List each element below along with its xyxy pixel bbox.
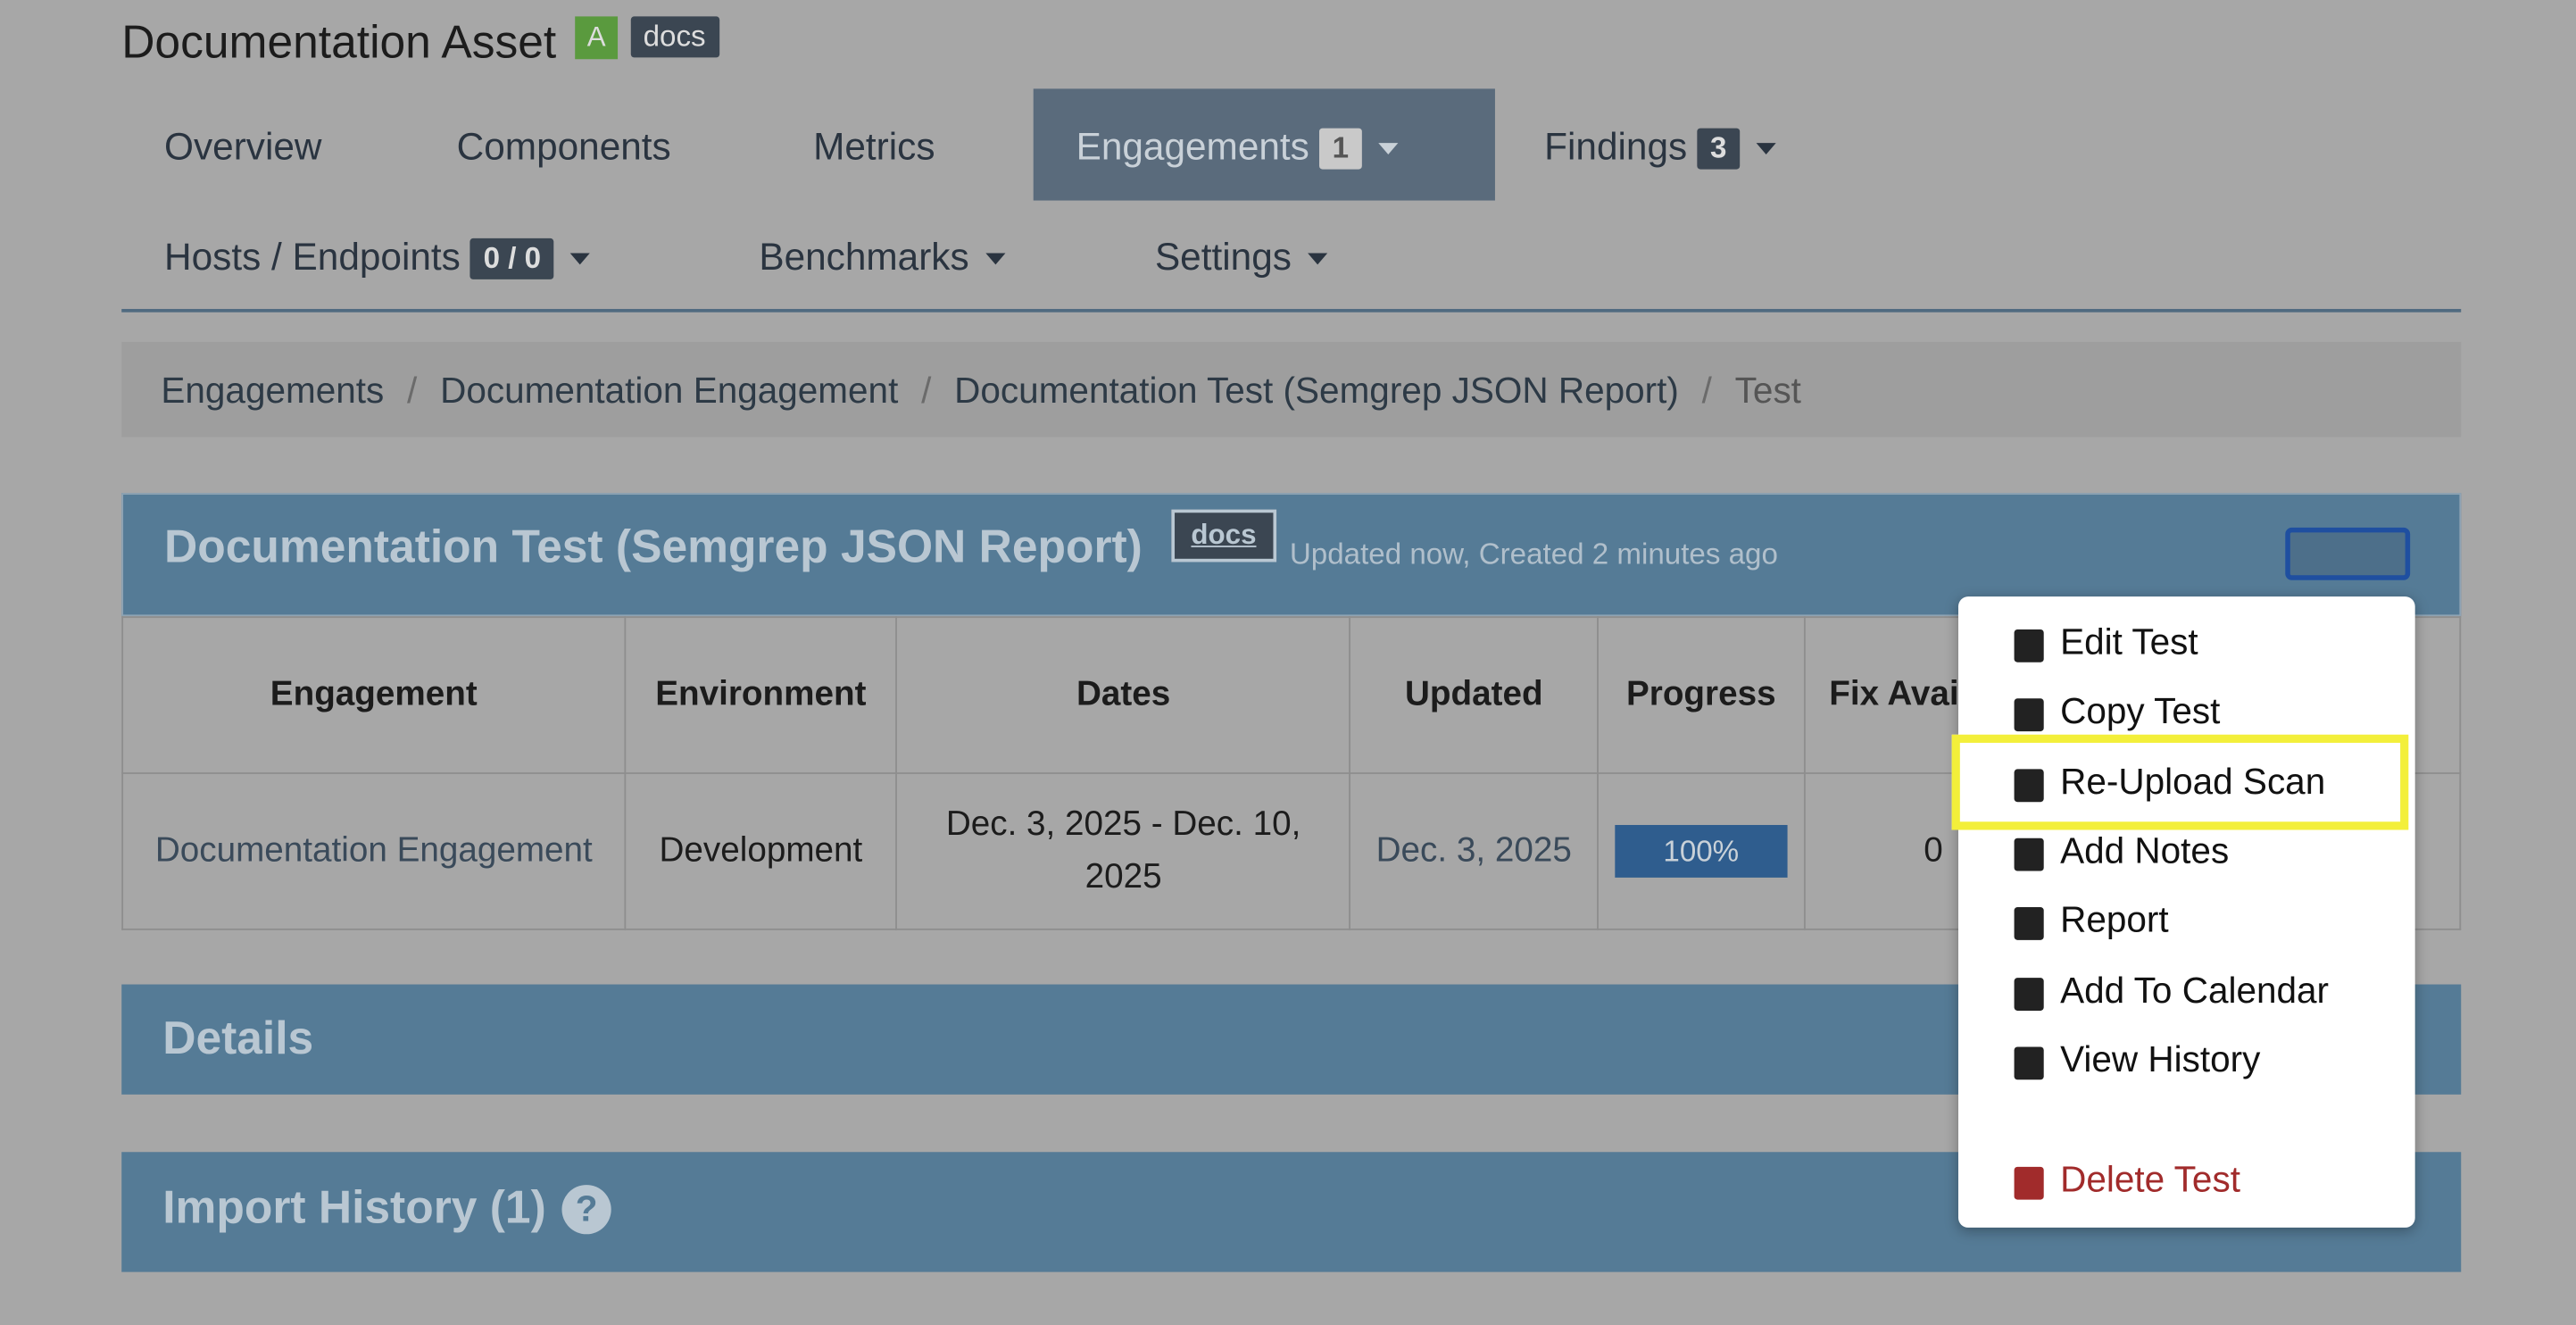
caret — [570, 254, 591, 266]
nav-label: Benchmarks — [759, 235, 969, 279]
caret — [1378, 143, 1399, 155]
separator: / — [407, 370, 418, 412]
nav-item[interactable]: Settings — [1154, 235, 1328, 279]
nav-label: Components — [456, 124, 671, 168]
cell-text: Development — [659, 831, 863, 870]
asset-title: Documentation Asset — [121, 16, 557, 68]
nav-item[interactable]: Findings 3 — [1544, 124, 1776, 171]
breadcrumb: Engagements / Documentation Engagement / Doc… — [121, 341, 2462, 438]
panel-meta: Updated now, Created 2 minutes ago — [1289, 537, 1778, 571]
menu-item[interactable]: Re-Upload Scan — [2060, 761, 2326, 803]
nav-item[interactable]: Components — [457, 125, 671, 170]
cell-text: Dec. 3, 2025 - Dec. 10, 2025 — [945, 804, 1301, 896]
menu-item[interactable]: Copy Test — [2060, 690, 2221, 732]
breadcrumb-item[interactable]: Documentation Test (Semgrep JSON Report) — [954, 370, 1679, 412]
menu-item[interactable]: Add To Calendar — [2060, 969, 2330, 1011]
menu-icon — [2014, 769, 2044, 803]
nav-badge: 0 / 0 — [469, 238, 554, 280]
nav-item[interactable]: Overview — [164, 125, 321, 170]
menu-icon — [2014, 698, 2044, 732]
cell-text[interactable]: Documentation Engagement — [154, 831, 593, 870]
nav-label: Findings — [1544, 124, 1688, 168]
separator: / — [921, 370, 932, 412]
menu-item[interactable]: Edit Test — [2060, 621, 2198, 662]
caret — [1308, 254, 1328, 266]
separator: / — [1701, 370, 1712, 412]
nav-badge: 1 — [1318, 129, 1362, 171]
column-header: Environment — [624, 616, 898, 774]
cell-text: 0 — [1924, 831, 1943, 870]
nav-label: Overview — [164, 124, 322, 168]
menu-item[interactable]: Report — [2060, 898, 2169, 940]
asset-header: Documentation Asset A docs — [121, 16, 719, 69]
details-title: Details — [162, 1012, 314, 1063]
breadcrumb-item: Test — [1734, 370, 1801, 412]
cell-text[interactable]: Dec. 3, 2025 — [1375, 831, 1572, 870]
column-header: Engagement — [121, 616, 627, 774]
menu-icon — [2014, 629, 2044, 662]
table-cell: 100% — [1596, 772, 1806, 930]
menu-item[interactable]: Add Notes — [2060, 829, 2230, 871]
menu-icon — [2014, 907, 2044, 940]
grade-badge: A — [575, 16, 618, 60]
panel-header: Documentation Test (Semgrep JSON Report)… — [121, 493, 2462, 617]
menu-toggle[interactable] — [2285, 527, 2411, 580]
nav-item[interactable]: Hosts / Endpoints 0 / 0 — [164, 235, 591, 280]
table-cell: Dec. 3, 2025 — [1349, 772, 1599, 930]
panel-tag[interactable]: docs — [1171, 509, 1276, 562]
nav-rule — [121, 309, 2462, 312]
caret — [985, 254, 1006, 266]
menu-icon — [2014, 1166, 2044, 1200]
nav-active-bg — [1033, 88, 1495, 201]
menu-icon — [2014, 838, 2044, 871]
table-cell: Development — [624, 772, 898, 930]
progress-bar: 100% — [1614, 824, 1788, 878]
menu-icon — [2014, 978, 2044, 1011]
column-header: Progress — [1596, 616, 1806, 774]
nav-label: Metrics — [813, 124, 935, 168]
nav-item[interactable]: Engagements 1 — [1076, 124, 1399, 171]
caret — [1756, 143, 1776, 155]
menu-item[interactable]: Delete Test — [2060, 1158, 2240, 1200]
dropdown-menu: Edit Test Copy Test Re-Upload Scan Add Note… — [1951, 596, 2415, 1228]
column-header: Dates — [895, 616, 1351, 774]
nav-label: Settings — [1154, 235, 1292, 279]
nav-item[interactable]: Metrics — [813, 125, 935, 170]
help-icon[interactable]: ? — [561, 1185, 611, 1235]
nav-label: Hosts / Endpoints — [164, 235, 461, 279]
tag-badge[interactable]: docs — [629, 16, 719, 58]
nav-item[interactable]: Benchmarks — [759, 235, 1006, 279]
menu-icon — [2014, 1046, 2044, 1080]
table-cell: Documentation Engagement — [121, 772, 627, 930]
breadcrumb-item[interactable]: Documentation Engagement — [440, 370, 899, 412]
table-cell: Dec. 3, 2025 - Dec. 10, 2025 — [895, 772, 1351, 930]
menu-item[interactable]: View History — [2060, 1038, 2261, 1080]
panel-title: Documentation Test (Semgrep JSON Report) — [164, 521, 1143, 572]
column-header: Updated — [1349, 616, 1599, 774]
breadcrumb-items: Engagements / Documentation Engagement / Doc… — [161, 370, 1801, 412]
breadcrumb-item[interactable]: Engagements — [161, 370, 385, 412]
import-title: Import History (1) — [162, 1181, 546, 1233]
nav-label: Engagements — [1076, 124, 1309, 168]
nav-badge: 3 — [1697, 129, 1741, 171]
